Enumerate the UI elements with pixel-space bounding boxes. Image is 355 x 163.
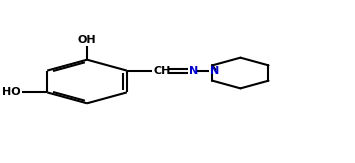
- Text: CH: CH: [154, 66, 171, 76]
- Text: HO: HO: [2, 87, 21, 97]
- Text: N: N: [210, 66, 219, 76]
- Text: N: N: [190, 66, 199, 76]
- Text: OH: OH: [78, 35, 96, 45]
